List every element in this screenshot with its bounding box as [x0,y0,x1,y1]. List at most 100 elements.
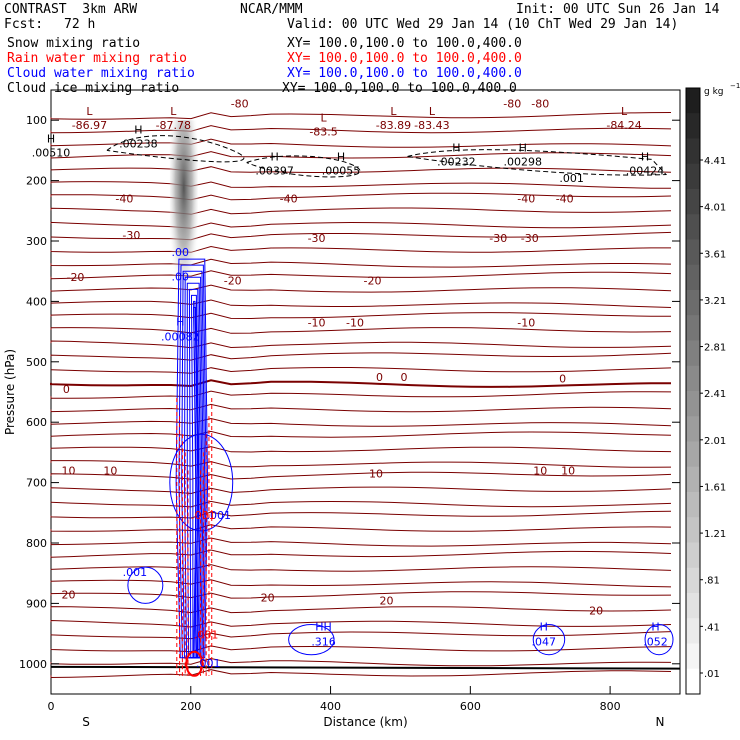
cloudwater-contour [188,288,202,659]
cloudwater-label: .001 [196,657,221,670]
isotherm-line [50,367,672,374]
isotherm-line [50,549,672,558]
cloudwater-label: .052 [643,636,668,649]
temperature-low-value: -84.24 [606,119,641,132]
isotherm-line [50,460,672,468]
x-tick-label: 800 [600,700,621,713]
ice-contour [246,155,361,178]
y-tick-label: 100 [26,114,47,127]
colorbar-tick-label: .41 [704,622,720,633]
colorbar-segment [686,466,700,493]
isotherm-line [50,207,672,215]
temperature-low-marker: L [170,105,177,118]
isotherm-line [50,657,672,667]
cloudwater-high-marker: HH [315,621,332,634]
isotherm-label: -30 [489,232,507,245]
isotherm-line [50,417,672,427]
temperature-low-marker: L [429,105,436,118]
cloudwater-contour [193,306,199,659]
isotherm-line [50,510,672,519]
ice-high-marker: H [641,151,649,164]
colorbar-segment [686,264,700,291]
colorbar-segment [686,239,700,266]
cloudwater-contour [175,258,209,659]
temperature-low-value: -83.5 [309,125,337,138]
colorbar-segment [686,189,700,215]
isotherm-label: -10 [308,317,326,330]
rain-contour [185,650,204,677]
field-ice-name: Cloud ice mixing ratio [7,81,180,96]
isotherm-line [50,446,672,453]
isotherm-line [50,221,672,229]
isotherm-line [50,379,672,388]
ice-high-value: .00238 [119,137,158,150]
colorbar-segment [686,340,700,367]
colorbar-segment [686,214,700,240]
cloudwater-label: .00 [172,246,190,259]
isotherm-label: 10 [61,465,75,478]
isotherm-label: -80 [531,97,549,110]
rain-contour [176,398,213,676]
cloudwater-label: .316 [311,636,336,649]
colorbar-tick-label: 1.61 [704,482,726,493]
field-rain-name: Rain water mixing ratio [7,51,188,66]
isotherm-line [50,125,672,134]
isotherm-line [50,537,672,547]
isotherm-line [50,284,672,293]
colorbar-segment [686,441,700,468]
isotherm-line [50,500,672,508]
ice-high-marker: H [271,151,279,164]
ice-high-marker: H [519,141,527,154]
isotherm-line [50,340,672,349]
isotherm-label: -20 [66,271,84,284]
cloudwater-contour [644,624,674,656]
ice-high-value: .00510 [32,146,71,159]
x-axis-label: Distance (km) [323,715,407,729]
surface-line [50,665,681,670]
isotherm-line [50,312,671,320]
isotherm-line [50,606,672,614]
field-ice-xy: XY= 100.0,100.0 to 100.0,400.0 [282,81,517,96]
y-tick-label: 200 [26,175,47,188]
colorbar-tick-label: 4.41 [704,156,726,167]
isotherm-label: -40 [517,193,535,206]
cloudwater-contour [288,624,335,656]
isotherm-label: -30 [308,232,326,245]
isotherm-line [50,258,672,268]
colorbar-segment [686,618,700,644]
isotherm-label: -40 [556,193,574,206]
colorbar-tick-label: 4.01 [704,203,726,214]
isotherm-label: -10 [517,317,535,330]
isotherm-line [50,138,672,148]
isotherm-line [50,166,672,173]
rain-contour [181,434,207,676]
isotherm-label: -80 [231,97,249,110]
temperature-low-marker: L [320,111,327,124]
isotherm-label: 0 [559,373,566,386]
cloudwater-high-marker: H [176,316,184,329]
y-tick-label: 400 [26,295,47,308]
field-snow-name: Snow mixing ratio [7,36,141,51]
isotherm-line [50,579,672,588]
isotherm-label: 20 [261,591,275,604]
colorbar-segment [686,138,700,165]
colorbar-segment [686,567,700,594]
colorbar-segment [686,88,700,114]
isotherm-line [50,645,672,653]
cloudwater-label: .00082 [161,331,200,344]
fcst-label: Fcst: [4,17,44,32]
ice-contour [407,149,668,176]
y-axis-label: Pressure (hPa) [3,349,17,435]
rain-contour [184,452,204,676]
isotherm-line [50,524,672,532]
isotherm-line [50,390,672,399]
isotherm-line [50,181,672,189]
x-tick-label: 400 [320,700,341,713]
isotherm-label: -30 [122,229,140,242]
isotherm-line [50,352,672,361]
isotherm-label: 20 [589,605,603,618]
cloudwater-contour [169,433,234,532]
isotherm-label: 10 [561,465,575,478]
ice-high-marker: H [134,123,142,136]
colorbar-segment [686,416,700,442]
